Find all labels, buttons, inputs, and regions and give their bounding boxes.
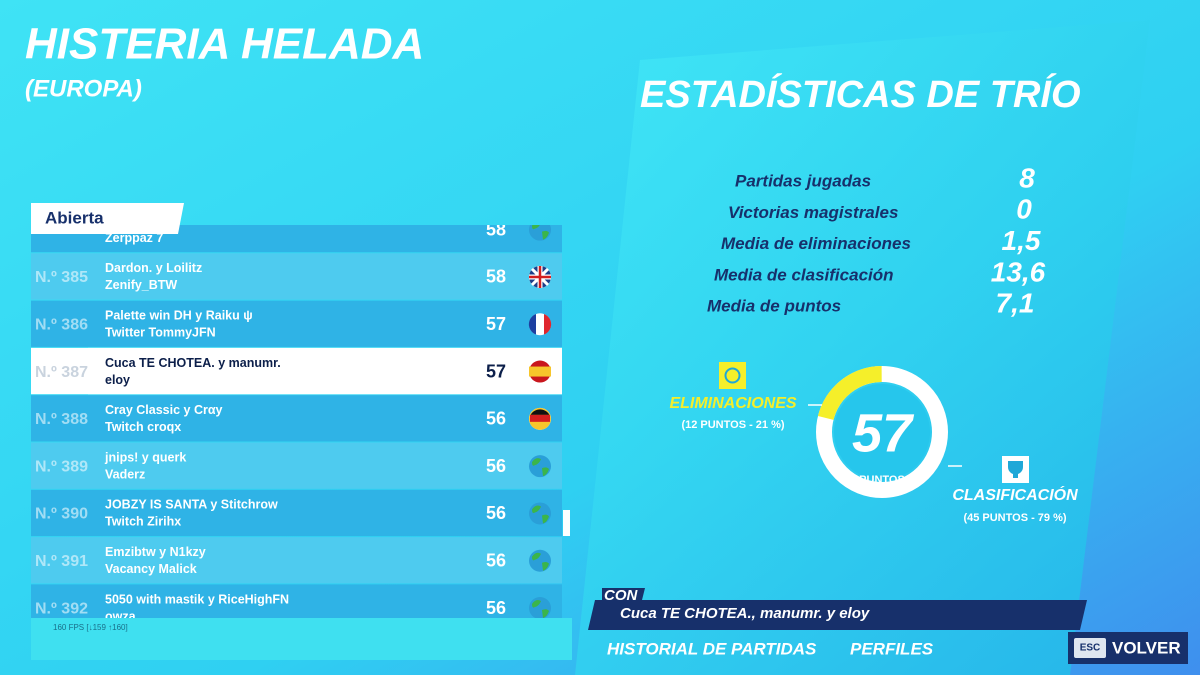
stat-label: Media de puntos: [707, 297, 841, 316]
row: [31, 537, 562, 584]
scrollbar: [563, 510, 570, 536]
points: 56: [486, 598, 506, 618]
score-donut: [816, 366, 949, 498]
player-name: Dardon. y Loilitz: [105, 261, 202, 275]
team-prefix-bg: [602, 588, 645, 600]
stats-title: ESTADÍSTICAS DE TRÍO: [640, 72, 1081, 116]
points: 57: [486, 361, 506, 381]
row: [31, 395, 562, 442]
rank: N.º 392: [35, 600, 88, 617]
score-points: 57: [852, 403, 915, 463]
globe: [529, 502, 551, 525]
team-bg: [588, 600, 1087, 630]
globe-land: [532, 225, 549, 240]
player-name: jnips! y querk: [104, 450, 186, 464]
score-points-label: PUNTOS: [859, 474, 905, 486]
player-name: eloy: [105, 373, 130, 387]
player-name: Vaderz: [105, 467, 145, 481]
tab-bg: [31, 203, 184, 234]
points: 58: [486, 267, 506, 287]
row: [31, 442, 562, 489]
tab[interactable]: Abierta: [45, 208, 104, 227]
stat-value: 8: [1019, 162, 1035, 193]
row: [31, 253, 562, 300]
highlight: [88, 347, 562, 395]
stat-value: 13,6: [991, 256, 1046, 287]
globe-land: [532, 505, 549, 524]
leaderboard: Zerppaz 7 58 N.º 385 Dardon. y Loilitz Zenif…: [31, 219, 562, 623]
player-name: Cuca TE CHOTEA. y manumr.: [105, 356, 281, 370]
stat-label: Media de clasificación: [714, 265, 894, 284]
rank: N.º 390: [35, 506, 88, 523]
points: 57: [486, 314, 506, 334]
player-name: Cray Classic y Crαy: [105, 403, 223, 417]
player-name: Twitch croqx: [105, 420, 181, 434]
stats: Partidas jugadas 8 Victorias magistrales 0 M…: [707, 162, 1046, 318]
points: 56: [486, 456, 506, 476]
row: [31, 489, 562, 537]
globe: [529, 549, 551, 572]
fps: 160 FPS [↓159 ↑160]: [53, 623, 128, 632]
stat-label: Victorias magistrales: [728, 203, 898, 222]
player-name: 5050 with mastik y RiceHighFN: [105, 592, 289, 606]
player-name: Twitch Zirihx: [105, 515, 181, 529]
elim-label: ELIMINACIONES: [669, 395, 796, 412]
globe-land: [532, 600, 549, 618]
placement-label: CLASIFICACIÓN: [952, 485, 1078, 504]
stat-label: Partidas jugadas: [735, 171, 871, 190]
team-prefix: CON: [604, 587, 639, 604]
player-name: owza: [105, 609, 137, 623]
player-name: Zerppaz 7: [105, 231, 163, 245]
stat-value: 1,5: [1002, 225, 1041, 256]
flag-part: [530, 409, 550, 415]
points: 58: [486, 219, 506, 239]
key-cap: [1074, 638, 1106, 658]
elim-icon-mark: [724, 367, 741, 384]
points: 56: [486, 409, 506, 429]
elim-detail: (12 PUNTOS - 21 %): [681, 419, 784, 431]
player-name: Vacancy Malick: [105, 562, 197, 576]
flag-part: [544, 313, 552, 335]
back-label[interactable]: VOLVER: [1112, 638, 1181, 657]
player-name: JOBZY IS SANTA y Stitchrow: [105, 498, 278, 512]
player-name: Palette win DH y Raiku ψ: [105, 309, 253, 323]
rank: N.º 385: [35, 269, 88, 286]
flag-part: [529, 265, 551, 288]
flag-part: [529, 366, 551, 377]
rank: N.º 386: [35, 316, 88, 333]
row: [31, 300, 562, 347]
globe: [529, 597, 551, 618]
flag-part: [528, 313, 536, 335]
nav-tab[interactable]: HISTORIAL DE PARTIDAS: [607, 639, 817, 658]
stat-value: 7,1: [996, 288, 1035, 319]
globe-land: [532, 552, 549, 571]
title: HISTERIA HELADA: [25, 20, 424, 69]
stats-panel: [575, 20, 1150, 675]
placement-detail: (45 PUNTOS - 79 %): [963, 512, 1066, 524]
row: [31, 584, 562, 618]
fps-bar: [31, 618, 572, 660]
player-name: Zenify_BTW: [105, 278, 177, 292]
stat-label: Media de eliminaciones: [721, 234, 911, 253]
key: ESC: [1080, 643, 1101, 654]
player-name: Twitter TommyJFN: [105, 326, 216, 340]
flag-part: [530, 414, 550, 422]
rank: N.º 389: [35, 458, 88, 475]
stat-value: 0: [1016, 194, 1032, 225]
region: (EUROPA): [25, 75, 142, 102]
nav-tab[interactable]: PERFILES: [850, 639, 934, 658]
team-members: Cuca TE CHOTEA., manumr. y eloy: [620, 605, 870, 622]
points: 56: [486, 503, 506, 523]
elim-icon: [719, 362, 746, 389]
rank: N.º 388: [35, 411, 88, 428]
player-name: Emzibtw y N1kzy: [105, 545, 206, 559]
globe-land: [532, 458, 549, 477]
rank: N.º 391: [35, 553, 88, 570]
rank: N.º 387: [35, 364, 88, 381]
globe: [529, 455, 551, 478]
trophy: [1008, 461, 1024, 478]
points: 56: [486, 551, 506, 571]
